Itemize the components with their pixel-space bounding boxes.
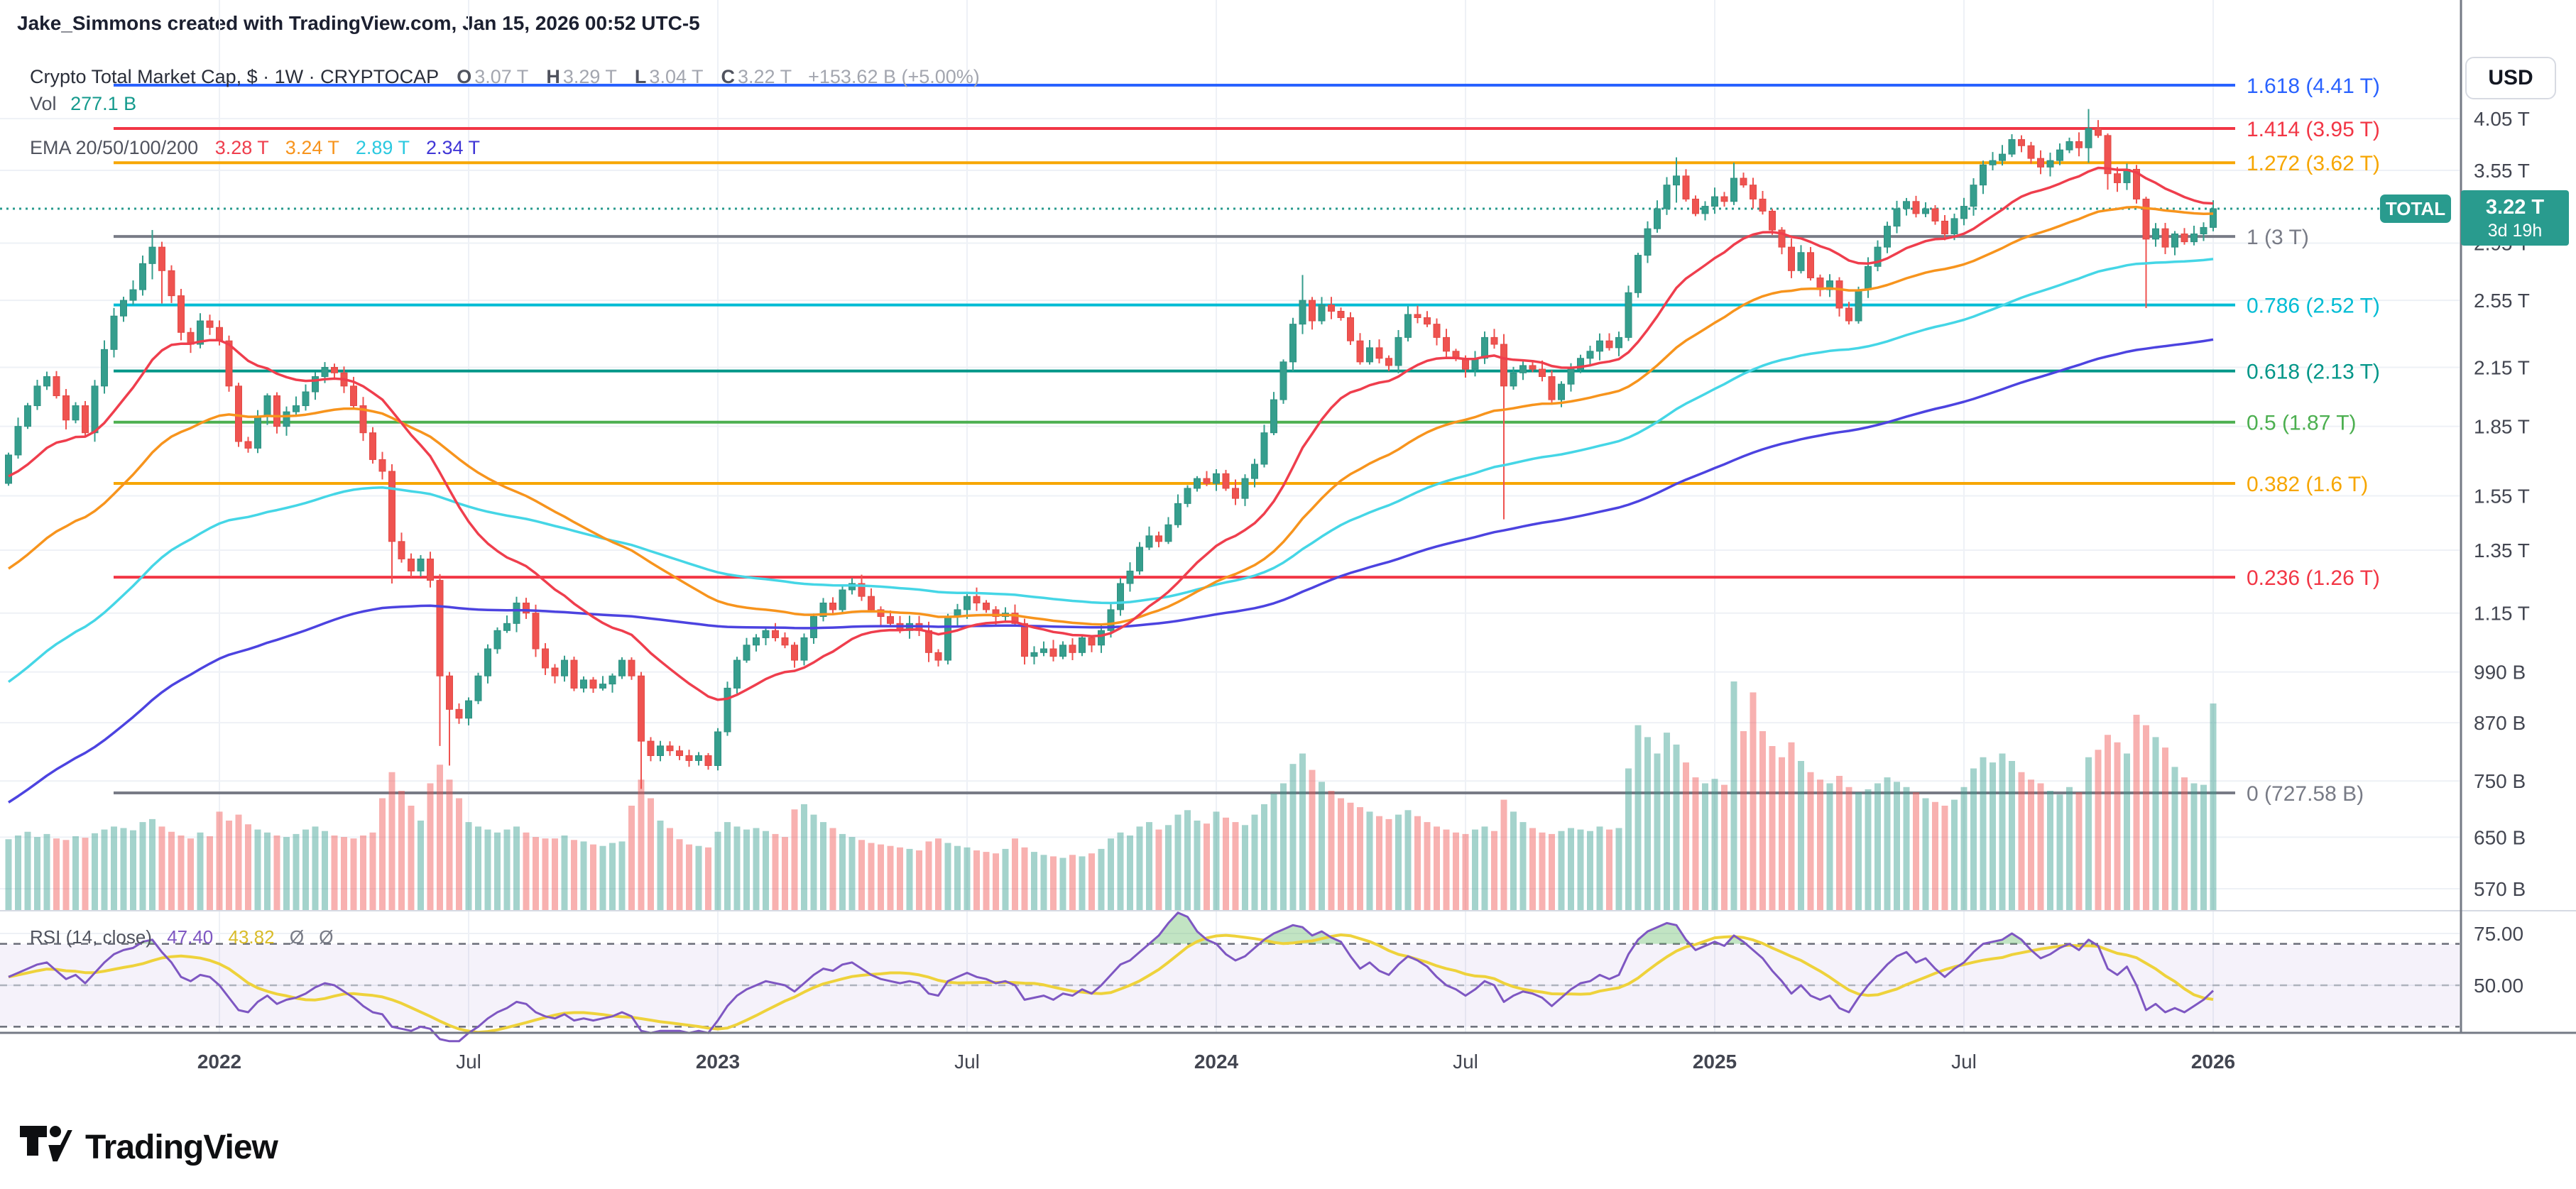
time-tick-label: 2022 (197, 1051, 241, 1073)
price-tick-label: 650 B (2474, 826, 2526, 848)
rsi-tick-label: 50.00 (2474, 975, 2523, 997)
bar-countdown: 3d 19h (2487, 221, 2543, 241)
rsi-na-icon: Ø (319, 926, 334, 948)
tradingview-logo-text: TradingView (85, 1129, 278, 1166)
high-label: H (546, 66, 560, 87)
volume-layer (5, 681, 2217, 910)
price-tick-label: 1.15 T (2474, 603, 2530, 625)
rsi-na-icon: Ø (289, 926, 305, 948)
axis-labels-layer: 4.05 T3.55 T2.95 T2.55 T2.15 T1.85 T1.55… (197, 108, 2530, 1073)
rsi-ma-value: 43.82 (228, 926, 275, 948)
ema-legend-row[interactable]: EMA 20/50/100/200 3.28 T 3.24 T 2.89 T 2… (30, 135, 480, 160)
symbol-title: Crypto Total Market Cap, $ · 1W · CRYPTO… (30, 66, 439, 87)
rsi-tick-label: 75.00 (2474, 923, 2523, 945)
time-scale[interactable] (0, 1034, 2576, 1086)
price-tick-label: 1.35 T (2474, 539, 2530, 561)
fib-level-label: 0.236 (1.26 T) (2247, 566, 2380, 590)
ema-50-line (8, 205, 2214, 626)
current-price: 3.22 T (2485, 196, 2545, 219)
tradingview-logo[interactable]: TradingView (20, 1126, 278, 1169)
rsi-value: 47.40 (167, 926, 214, 948)
fib-level-label: 0.786 (2.52 T) (2247, 295, 2380, 318)
open-label: O (457, 66, 472, 87)
time-tick-label: Jul (1453, 1051, 1478, 1073)
symbol-legend-row[interactable]: Crypto Total Market Cap, $ · 1W · CRYPTO… (30, 64, 980, 89)
fib-level-label: 1.618 (4.41 T) (2247, 75, 2380, 98)
ema50-value: 3.24 T (285, 137, 339, 158)
time-tick-label: 2023 (696, 1051, 740, 1073)
ema100-value: 2.89 T (355, 137, 410, 158)
high-value: 3.29 T (562, 66, 617, 87)
ema-200-line (8, 338, 2214, 804)
rsi-label: RSI (14, close) (30, 926, 152, 948)
rsi-legend-row[interactable]: RSI (14, close) 47.40 43.82 Ø Ø (30, 924, 334, 950)
volume-legend-row[interactable]: Vol 277.1 B (30, 91, 136, 116)
ema200-value: 2.34 T (425, 137, 481, 158)
price-tick-label: 3.55 T (2474, 160, 2530, 182)
change-value: +153.62 B (+5.00%) (808, 66, 980, 87)
tradingview-logo-icon (20, 1126, 74, 1169)
price-tick-label: 1.55 T (2474, 486, 2530, 508)
ema20-value: 3.28 T (214, 137, 269, 158)
rsi-layer (0, 911, 2460, 1043)
volume-label: Vol (30, 93, 57, 114)
current-price-badge: 3.22 T 3d 19h (2461, 190, 2569, 246)
rsi-ma-line (8, 933, 2214, 1034)
price-tick-label: 2.55 T (2474, 290, 2530, 312)
time-tick-label: Jul (456, 1051, 481, 1073)
time-tick-label: Jul (1951, 1051, 1977, 1073)
time-tick-label: 2024 (1194, 1051, 1239, 1073)
ema-100-line (7, 258, 2214, 684)
price-tick-label: 750 B (2474, 770, 2526, 792)
close-label: C (721, 66, 736, 87)
volume-value: 277.1 B (70, 93, 137, 114)
close-value: 3.22 T (738, 66, 792, 87)
price-tick-label: 570 B (2474, 878, 2526, 900)
price-tick-label: 1.85 T (2474, 416, 2530, 438)
price-tick-label: 990 B (2474, 662, 2526, 684)
low-label: L (634, 66, 647, 87)
separators-layer (0, 0, 2576, 1034)
currency-toggle-button[interactable]: USD (2465, 57, 2556, 99)
price-tick-label: 870 B (2474, 712, 2526, 734)
fib-level-label: 0 (727.58 B) (2247, 782, 2364, 806)
low-value: 3.04 T (649, 66, 703, 87)
price-tick-label: 2.15 T (2474, 356, 2530, 378)
rsi-line (8, 911, 2215, 1043)
currency-label: USD (2488, 66, 2533, 89)
fib-level-label: 1.414 (3.95 T) (2247, 118, 2380, 141)
total-badge-label: TOTAL (2385, 197, 2446, 219)
fib-retracement-layer: 1.618 (4.41 T) 1.414 (3.95 T) 1.272 (3.62 … (114, 75, 2380, 806)
time-tick-label: 2026 (2191, 1051, 2235, 1073)
fib-level-label: 0.618 (2.13 T) (2247, 361, 2380, 384)
fib-level-label: 0.5 (1.87 T) (2247, 412, 2357, 435)
price-scale[interactable] (2461, 0, 2576, 1033)
price-tick-label: 4.05 T (2474, 108, 2530, 130)
credit-line: Jake_Simmons created with TradingView.co… (17, 12, 700, 34)
fib-level-label: 1 (3 T) (2247, 226, 2309, 249)
ema-label: EMA 20/50/100/200 (30, 137, 199, 158)
ema-20-line (8, 166, 2214, 701)
total-symbol-badge: TOTAL (2380, 194, 2451, 223)
candles-layer (5, 109, 2217, 789)
fib-level-label: 0.382 (1.6 T) (2247, 473, 2368, 496)
fib-level-label: 1.272 (3.62 T) (2247, 152, 2380, 175)
ema-layer (7, 166, 2214, 804)
time-tick-label: Jul (954, 1051, 980, 1073)
time-tick-label: 2025 (1693, 1051, 1737, 1073)
open-value: 3.07 T (474, 66, 528, 87)
